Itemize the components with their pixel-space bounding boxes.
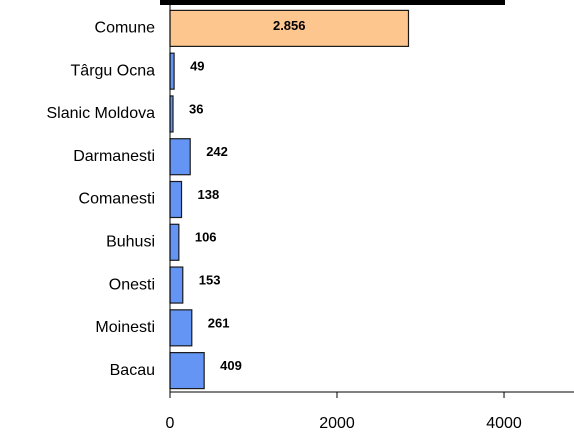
y-tick-label: Bacau bbox=[110, 362, 155, 379]
value-label: 261 bbox=[208, 315, 230, 330]
value-label: 36 bbox=[189, 101, 203, 116]
bar bbox=[169, 180, 183, 219]
bar bbox=[169, 138, 191, 176]
plot-area: Comune 2.856 Târgu Ocna 49 Slanic Moldova 36 D… bbox=[47, 0, 574, 432]
y-tick-label: Onesti bbox=[109, 276, 155, 293]
value-label: 106 bbox=[195, 230, 217, 245]
y-tick-label: Târgu Ocna bbox=[71, 62, 156, 79]
value-label: 242 bbox=[206, 144, 228, 159]
y-tick-label: Darmanesti bbox=[73, 148, 155, 165]
y-tick-label: Slanic Moldova bbox=[47, 105, 156, 122]
y-tick-label: Buhusi bbox=[106, 233, 155, 250]
y-tick-label: Comune bbox=[95, 20, 156, 37]
x-tick-label: 0 bbox=[166, 415, 175, 432]
value-label: 138 bbox=[198, 187, 220, 202]
value-label: 49 bbox=[190, 59, 204, 74]
x-tick-label: 4000 bbox=[486, 415, 522, 432]
bar bbox=[169, 352, 205, 390]
x-tick-label: 2000 bbox=[319, 415, 355, 432]
value-label: 153 bbox=[199, 272, 221, 287]
y-tick-label: Comanesti bbox=[79, 191, 155, 208]
bar bbox=[169, 309, 193, 347]
bar bbox=[169, 223, 180, 261]
value-label: 2.856 bbox=[273, 18, 306, 33]
bar bbox=[169, 266, 184, 304]
bar bbox=[169, 52, 175, 90]
y-tick-label: Moinesti bbox=[95, 319, 155, 336]
bar bbox=[169, 9, 410, 47]
value-label: 409 bbox=[220, 358, 242, 373]
title-bar bbox=[160, 0, 505, 5]
